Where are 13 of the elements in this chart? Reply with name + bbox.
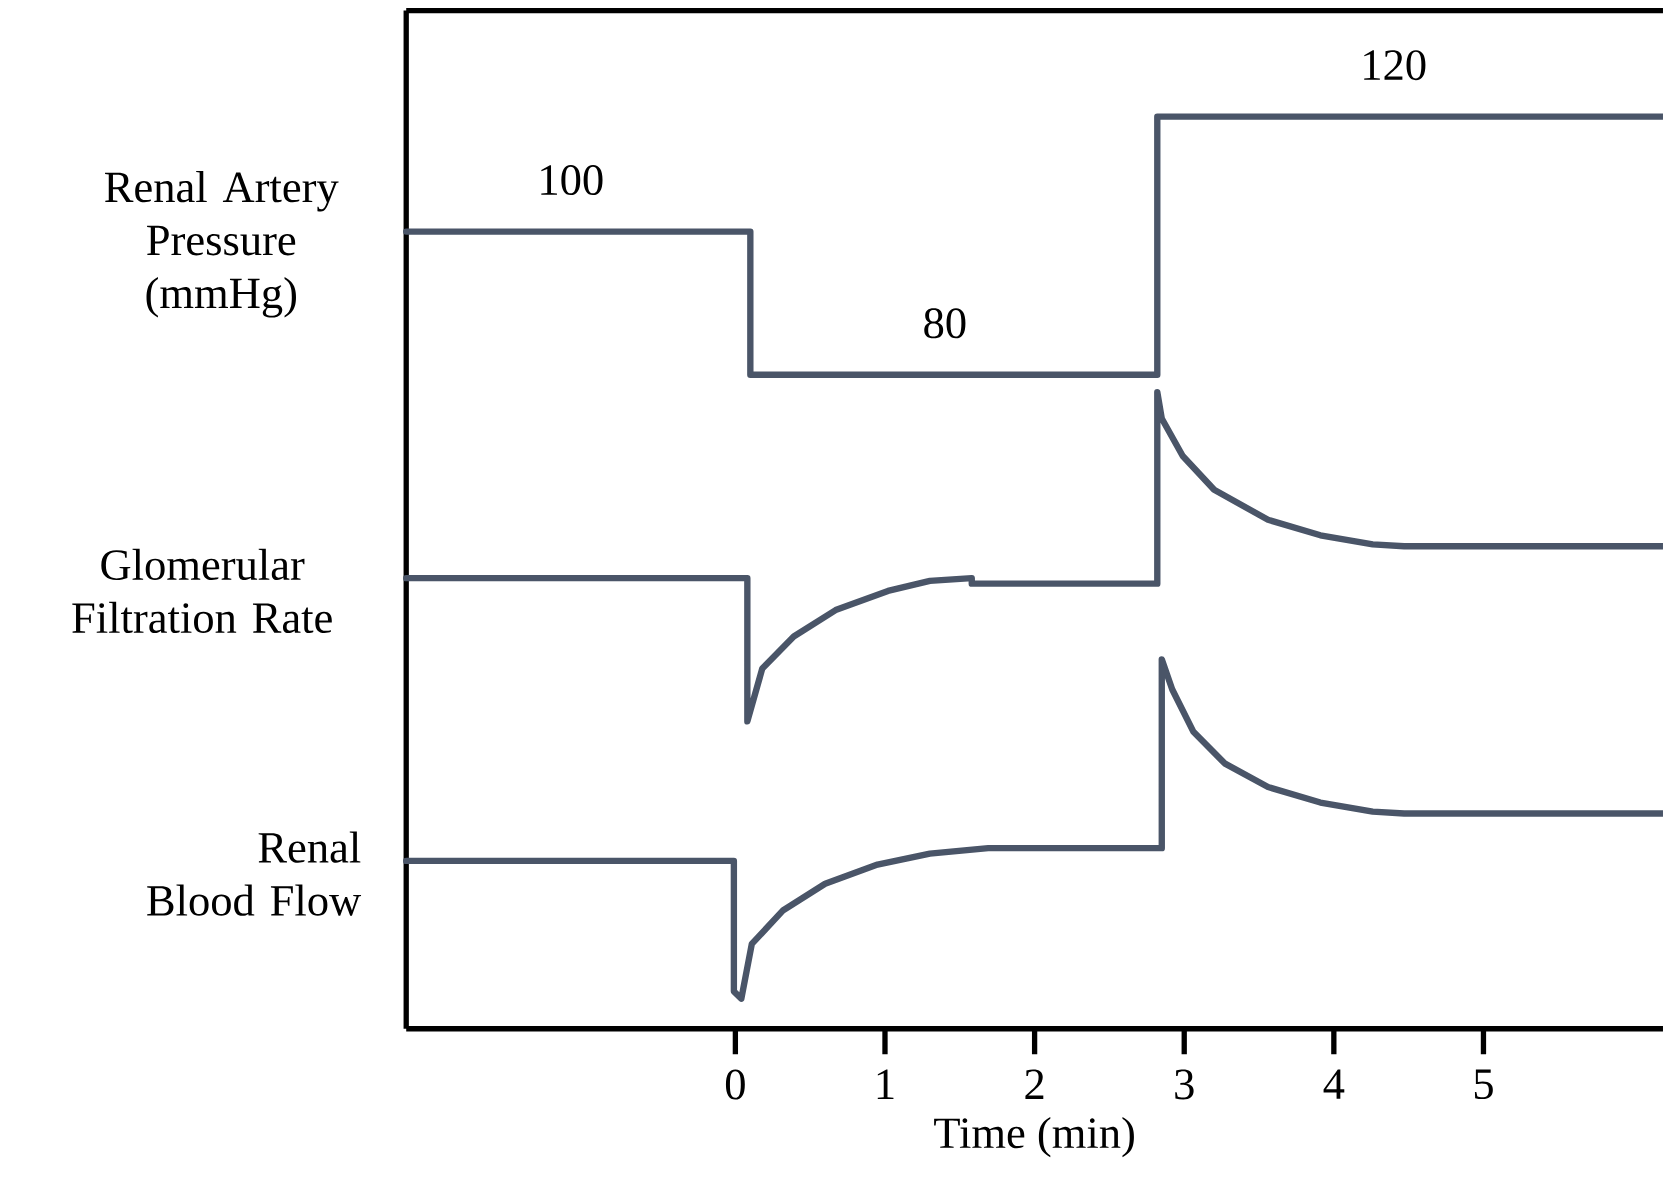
annotation: 80: [924, 308, 966, 339]
x-axis-title: Time (min): [934, 1117, 1134, 1158]
series-label: Renal Artery Pressure (mmHg): [105, 171, 339, 318]
x-tick-label: 2: [1025, 1069, 1044, 1100]
series-label: Renal Blood Flow: [147, 831, 362, 917]
x-tick-label: 1: [877, 1069, 894, 1100]
annotation: 120: [1364, 50, 1426, 81]
x-tick-label: 3: [1175, 1069, 1194, 1100]
x-tick-label: 0: [725, 1069, 745, 1100]
x-tick-label: 4: [1323, 1069, 1345, 1100]
series-label: Glomerular Filtration Rate: [72, 548, 332, 634]
annotation: 100: [541, 165, 603, 196]
x-tick-label: 5: [1474, 1069, 1493, 1100]
